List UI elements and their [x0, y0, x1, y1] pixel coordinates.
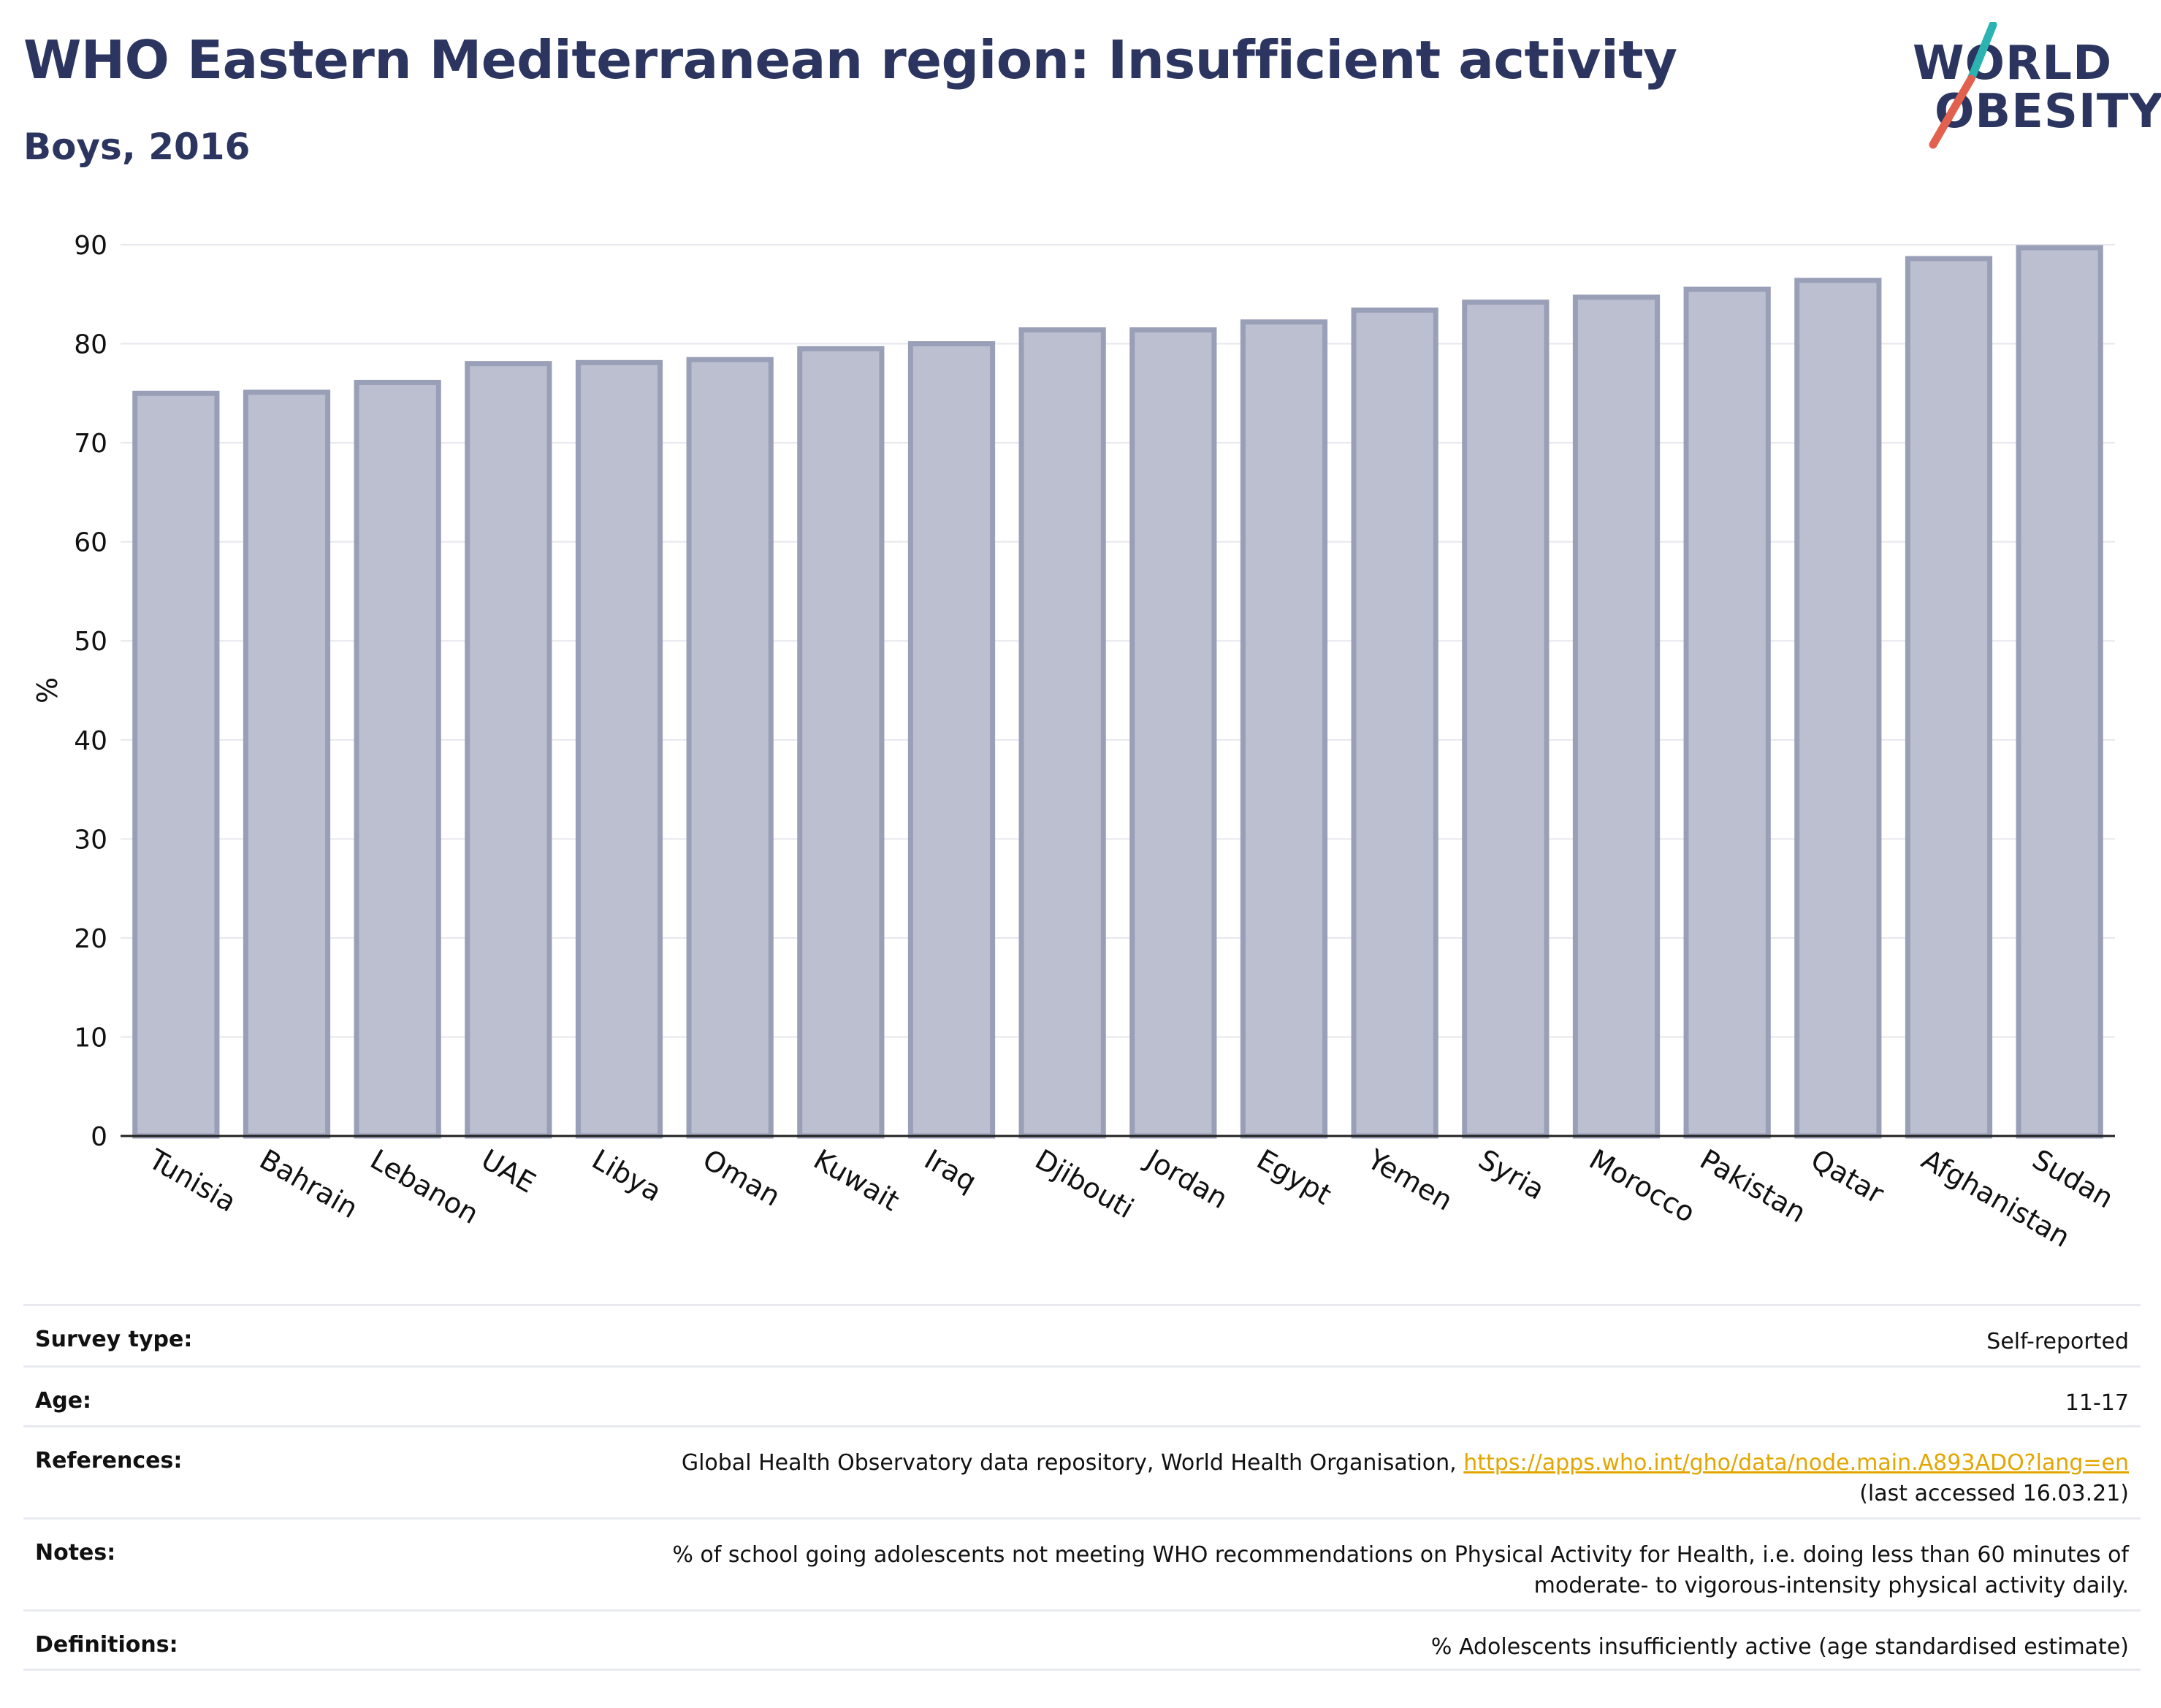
bar-oman — [686, 357, 774, 1139]
reference-accessed: (last accessed 16.03.21) — [1859, 1481, 2129, 1506]
y-tick-label: 40 — [74, 726, 107, 756]
bar-bahrain — [243, 389, 331, 1139]
bar-kuwait — [797, 346, 885, 1139]
logo-slash-icon — [1929, 22, 1997, 149]
bar-egypt — [1240, 319, 1328, 1139]
y-tick-label: 50 — [74, 627, 107, 657]
meta-label: Age: — [35, 1388, 92, 1414]
bar-chart: 0 10 20 30 40 50 60 70 80 90 Tunisia Bahrain Lebano… — [31, 231, 2119, 1254]
bar-uae — [465, 361, 552, 1139]
y-axis-ticks: 0 10 20 30 40 50 60 70 80 90 — [74, 231, 107, 1152]
bars — [132, 245, 2103, 1139]
bar-yemen — [1351, 307, 1438, 1139]
meta-label: Definitions: — [35, 1632, 178, 1658]
x-tick-label: Sudan — [2027, 1143, 2119, 1215]
meta-row-age: Age: 11-17 — [23, 1365, 2141, 1425]
chart-title: WHO Eastern Mediterranean region: Insuff… — [23, 29, 1677, 91]
meta-label: Survey type: — [35, 1327, 193, 1352]
x-tick-label: Lebanon — [365, 1143, 484, 1230]
meta-row-definitions: Definitions: % Adolescents insufficientl… — [23, 1609, 2141, 1671]
x-tick-label: UAE — [476, 1143, 541, 1200]
bar-libya — [575, 359, 663, 1139]
x-tick-label: Tunisia — [142, 1143, 241, 1219]
y-tick-label: 80 — [74, 330, 107, 360]
meta-label: Notes: — [35, 1540, 116, 1566]
bar-pakistan — [1683, 286, 1771, 1139]
x-tick-label: Kuwait — [808, 1143, 904, 1218]
meta-row-notes: Notes: % of school going adolescents not… — [23, 1517, 2141, 1609]
x-tick-label: Pakistan — [1695, 1143, 1812, 1229]
metadata-table: Survey type: Self-reported Age: 11-17 Re… — [23, 1304, 2141, 1671]
meta-label: References: — [35, 1448, 183, 1473]
notes-line-2: moderate- to vigorous-intensity physical… — [1533, 1573, 2129, 1598]
meta-value: Self-reported — [1986, 1329, 2129, 1354]
x-tick-label: Djibouti — [1030, 1143, 1140, 1225]
bar-afghanistan — [1905, 256, 1993, 1139]
x-tick-label: Jordan — [1140, 1143, 1233, 1216]
y-tick-label: 70 — [74, 429, 107, 459]
bar-tunisia — [132, 390, 220, 1139]
x-tick-label: Bahrain — [254, 1143, 363, 1225]
reference-link[interactable]: https://apps.who.int/gho/data/node.main.… — [1463, 1450, 2129, 1476]
x-tick-label: Egypt — [1251, 1143, 1337, 1211]
world-obesity-logo: WORLD OBESITY — [1899, 22, 2161, 153]
meta-value: % of school going adolescents not meetin… — [672, 1540, 2129, 1601]
bar-jordan — [1129, 327, 1217, 1139]
logo-line-obesity: OBESITY — [1935, 85, 2161, 139]
meta-value: % Adolescents insufficiently active (age… — [1430, 1634, 2129, 1660]
x-tick-label: Yemen — [1362, 1143, 1458, 1217]
y-tick-label: 0 — [91, 1122, 107, 1152]
notes-line-1: % of school going adolescents not meetin… — [672, 1542, 2129, 1568]
logo-line-world: WORLD — [1913, 37, 2113, 91]
bar-iraq — [907, 341, 996, 1139]
x-tick-label: Oman — [698, 1143, 786, 1213]
reference-text: Global Health Observatory data repositor… — [681, 1450, 1457, 1476]
bar-sudan — [2016, 245, 2103, 1139]
meta-value: Global Health Observatory data repositor… — [682, 1448, 2129, 1509]
x-tick-label: Iraq — [919, 1143, 982, 1198]
y-tick-label: 30 — [74, 825, 107, 855]
y-tick-label: 60 — [74, 528, 107, 558]
meta-row-references: References: Global Health Observatory da… — [23, 1425, 2141, 1517]
bar-qatar — [1794, 278, 1882, 1139]
x-tick-label: Libya — [587, 1143, 667, 1208]
bar-lebanon — [354, 379, 441, 1139]
y-tick-label: 20 — [74, 924, 107, 954]
chart-subtitle: Boys, 2016 — [23, 126, 251, 168]
meta-row-survey-type: Survey type: Self-reported — [23, 1304, 2141, 1365]
meta-value: 11-17 — [2065, 1390, 2129, 1416]
bar-syria — [1462, 300, 1550, 1139]
x-tick-label: Qatar — [1805, 1143, 1889, 1211]
x-tick-label: Syria — [1473, 1143, 1550, 1206]
y-tick-label: 90 — [74, 231, 107, 261]
bar-djibouti — [1018, 327, 1106, 1139]
gridlines — [121, 244, 2115, 1038]
bar-morocco — [1572, 294, 1661, 1139]
x-tick-label: Morocco — [1584, 1143, 1701, 1229]
y-tick-label: 10 — [74, 1023, 107, 1053]
y-axis-label: % — [31, 677, 64, 704]
